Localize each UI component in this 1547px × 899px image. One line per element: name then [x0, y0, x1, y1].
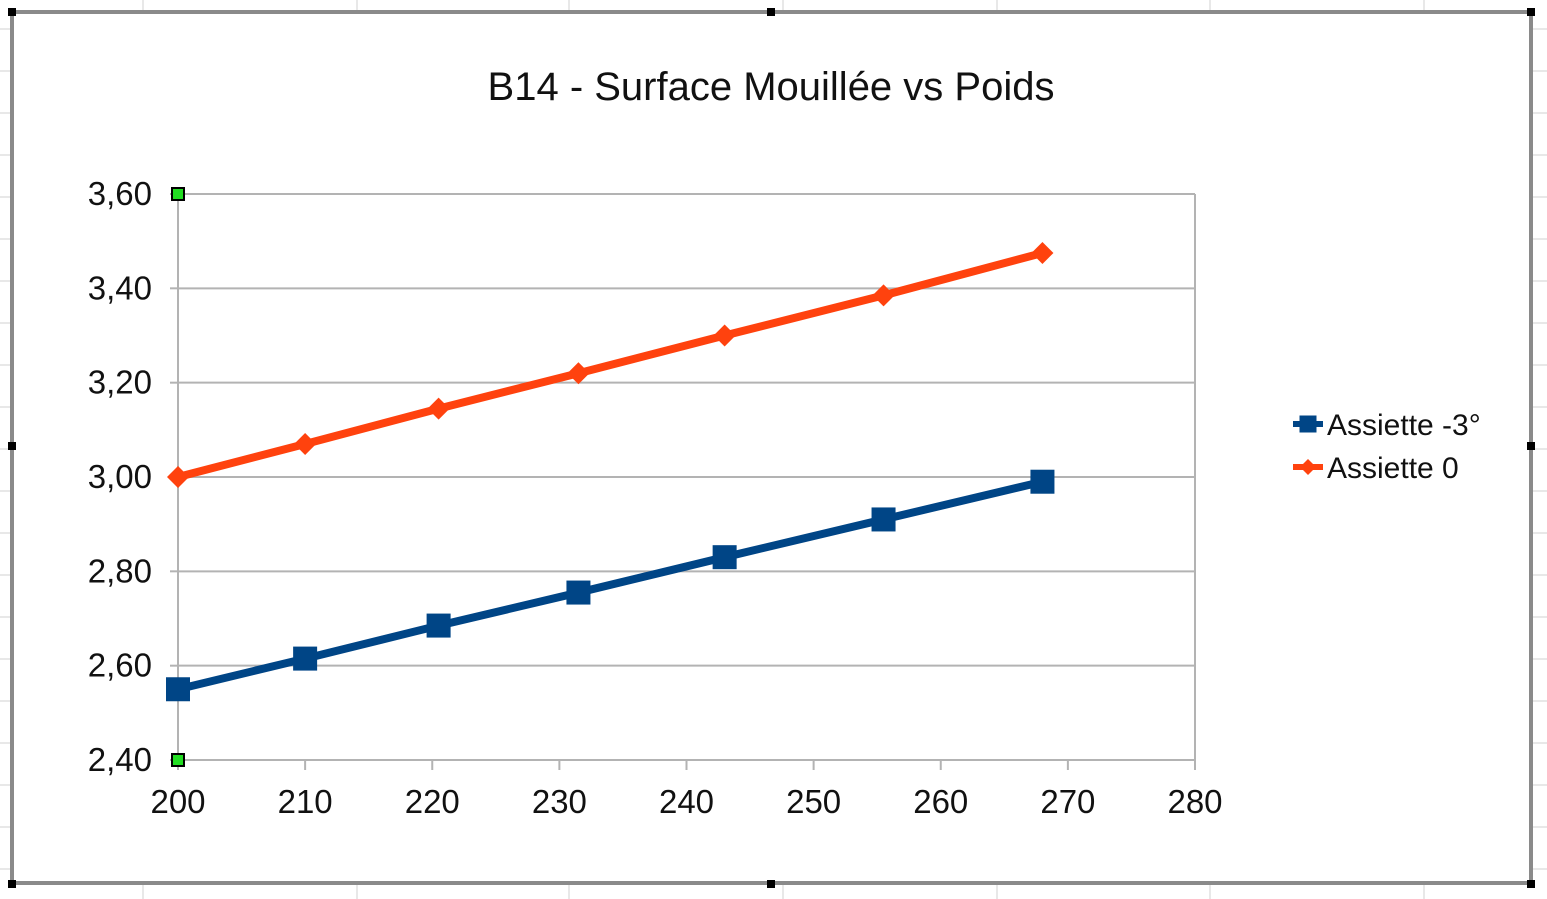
y-tick-label: 2,40 — [88, 741, 152, 778]
data-point — [713, 324, 736, 347]
x-tick-label: 240 — [659, 783, 714, 820]
legend: Assiette -3° Assiette 0 — [1293, 409, 1481, 485]
legend-marker — [1299, 415, 1317, 433]
data-point — [427, 397, 450, 420]
selection-handle-bottom-right[interactable] — [1527, 880, 1535, 888]
chart-title: B14 - Surface Mouillée vs Poids — [488, 65, 1055, 109]
selection-handle-bottom-middle[interactable] — [767, 880, 775, 888]
x-tick-label: 230 — [532, 783, 587, 820]
axis-selection-markers — [171, 187, 185, 767]
data-point — [166, 677, 190, 702]
data-point — [871, 507, 896, 532]
y-axis-selection-handle[interactable] — [171, 753, 185, 767]
x-tick-label: 280 — [1167, 783, 1222, 820]
y-tick-label: 3,20 — [88, 364, 152, 401]
x-tick-label: 250 — [786, 783, 841, 820]
x-tick-label: 210 — [278, 783, 333, 820]
selection-handle-middle-right[interactable] — [1527, 442, 1535, 450]
y-tick-label: 3,00 — [88, 458, 152, 495]
y-tick-label: 2,60 — [88, 647, 152, 684]
x-tick-label: 220 — [405, 783, 460, 820]
y-tick-label: 3,40 — [88, 269, 152, 306]
y-axis-selection-handle[interactable] — [171, 187, 185, 201]
series-1 — [166, 469, 1055, 702]
data-point — [872, 284, 895, 307]
data-point — [167, 466, 189, 488]
data-point — [1031, 241, 1054, 264]
x-tick-label: 200 — [150, 783, 205, 820]
data-point — [1030, 469, 1055, 494]
data-point — [712, 545, 737, 570]
selection-handle-middle-left[interactable] — [8, 442, 16, 450]
selection-handle-top-middle[interactable] — [767, 8, 775, 16]
legend-item: Assiette 0 — [1293, 452, 1459, 485]
data-point — [567, 362, 590, 385]
data-point — [293, 646, 318, 671]
series-2 — [167, 241, 1054, 488]
legend-label: Assiette 0 — [1327, 452, 1459, 485]
axes: 3,60 3,40 3,20 3,00 2,80 2,60 2,40 200 210 220 230… — [88, 175, 1223, 820]
selection-handle-top-right[interactable] — [1527, 8, 1535, 16]
data-point — [566, 580, 591, 605]
y-tick-label: 3,60 — [88, 175, 152, 212]
chart-object-frame[interactable] — [10, 10, 1533, 885]
legend-marker — [1300, 459, 1316, 475]
legend-item: Assiette -3° — [1293, 409, 1481, 442]
legend-label: Assiette -3° — [1327, 409, 1481, 442]
data-series — [166, 241, 1055, 702]
data-point — [294, 432, 317, 455]
selection-handle-bottom-left[interactable] — [8, 880, 16, 888]
x-tick-label: 260 — [913, 783, 968, 820]
y-tick-label: 2,80 — [88, 552, 152, 589]
data-point — [426, 613, 451, 638]
x-tick-label: 270 — [1040, 783, 1095, 820]
selection-handle-top-left[interactable] — [8, 8, 16, 16]
